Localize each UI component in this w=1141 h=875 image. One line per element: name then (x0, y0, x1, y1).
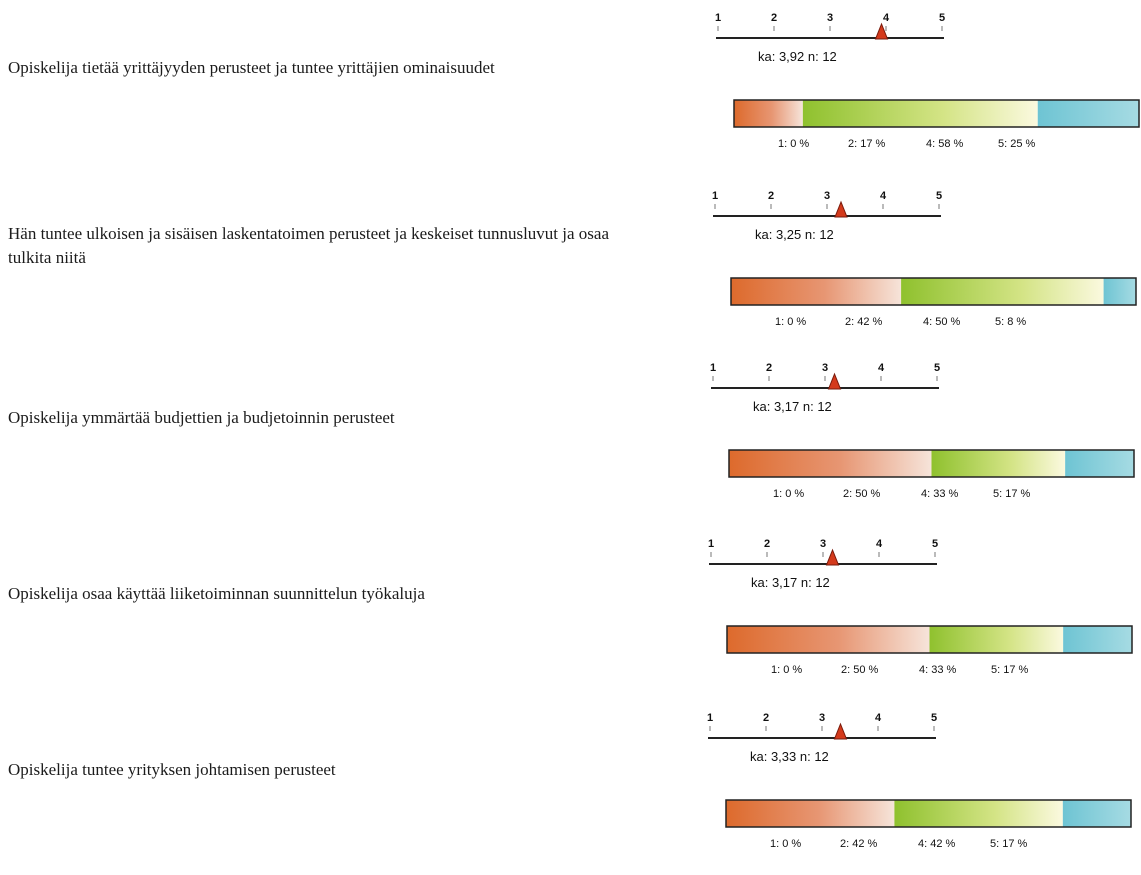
scale-tick-label: 3 (820, 538, 826, 550)
scale-tick-label: 2 (768, 190, 774, 202)
distribution-segment-4 (931, 450, 1066, 477)
scale-tick-label: 3 (824, 190, 830, 202)
segment-label: 4: 33 % (919, 664, 957, 676)
question-chart: 1 2 3 4 5 ka: 3,25 n: 12 1: 0 % 2: 42 % 4: 50 % 5… (712, 190, 1137, 328)
scale-tick-label: 4 (883, 12, 890, 24)
question-chart: 1 2 3 4 5 ka: 3,17 n: 12 1: 0 % 2: 50 % 4: 33 % 5… (708, 538, 1133, 676)
scale-tick-label: 1 (712, 190, 718, 202)
segment-label: 4: 58 % (926, 138, 964, 150)
scale-tick-label: 4 (876, 538, 883, 550)
question-text: Opiskelija tuntee yrityksen johtamisen p… (8, 760, 336, 779)
scale-tick-label: 1 (708, 538, 714, 550)
distribution-bar-frame (728, 449, 1135, 478)
scale-tick-label: 3 (822, 362, 828, 374)
scale-tick-label: 5 (934, 362, 940, 374)
scale-tick-label: 2 (764, 538, 770, 550)
distribution-segment-4 (901, 278, 1104, 305)
distribution-segment-2 (734, 100, 803, 127)
segment-label: 1: 0 % (778, 138, 809, 150)
segment-label: 1: 0 % (773, 488, 804, 500)
segment-label: 5: 8 % (995, 316, 1026, 328)
distribution-segment-5 (1063, 626, 1132, 653)
scale-tick-label: 1 (707, 712, 713, 724)
question-text: Opiskelija ymmärtää budjettien ja budjet… (8, 408, 395, 427)
scale-tick-label: 4 (875, 712, 882, 724)
scale-tick-label: 2 (766, 362, 772, 374)
segment-label: 5: 17 % (991, 664, 1029, 676)
mean-marker (825, 548, 840, 566)
distribution-bar-frame (725, 799, 1132, 828)
segment-label: 5: 25 % (998, 138, 1036, 150)
scale-tick-label: 5 (939, 12, 945, 24)
scale-tick-label: 2 (763, 712, 769, 724)
scale-tick-label: 1 (715, 12, 721, 24)
distribution-segment-5 (1062, 800, 1131, 827)
mean-marker (874, 22, 889, 40)
mean-marker (833, 722, 848, 740)
distribution-bar-frame (733, 99, 1140, 128)
mean-marker (827, 372, 842, 390)
mean-summary: ka: 3,17 n: 12 (751, 575, 830, 590)
question-chart: 1 2 3 4 5 ka: 3,17 n: 12 1: 0 % 2: 50 % 4: 33 % 5… (710, 362, 1135, 500)
distribution-segment-4 (802, 100, 1038, 127)
question-chart: 1 2 3 4 5 ka: 3,33 n: 12 1: 0 % 2: 42 % 4: 42 % 5… (707, 712, 1132, 850)
segment-label: 2: 17 % (848, 138, 886, 150)
scale-tick-label: 3 (819, 712, 825, 724)
segment-label: 2: 42 % (845, 316, 883, 328)
segment-label: 1: 0 % (770, 838, 801, 850)
distribution-segment-4 (894, 800, 1063, 827)
scale-tick-label: 2 (771, 12, 777, 24)
scale-tick-label: 5 (936, 190, 942, 202)
scale-tick-label: 1 (710, 362, 716, 374)
segment-label: 4: 50 % (923, 316, 961, 328)
mean-summary: ka: 3,92 n: 12 (758, 49, 837, 64)
distribution-bar-frame (726, 625, 1133, 654)
distribution-segment-5 (1065, 450, 1134, 477)
scale-tick-label: 3 (827, 12, 833, 24)
segment-label: 1: 0 % (771, 664, 802, 676)
mean-summary: ka: 3,33 n: 12 (750, 749, 829, 764)
scale-tick-label: 5 (931, 712, 937, 724)
segment-label: 2: 42 % (840, 838, 878, 850)
distribution-segment-4 (929, 626, 1064, 653)
distribution-segment-2 (729, 450, 932, 477)
distribution-segment-2 (726, 800, 895, 827)
segment-label: 5: 17 % (993, 488, 1031, 500)
scale-tick-label: 4 (880, 190, 887, 202)
question-text: Hän tuntee ulkoisen ja sisäisen laskenta… (8, 224, 609, 267)
distribution-segment-5 (1037, 100, 1139, 127)
segment-label: 2: 50 % (843, 488, 881, 500)
segment-label: 4: 42 % (918, 838, 956, 850)
segment-label: 4: 33 % (921, 488, 959, 500)
mean-summary: ka: 3,17 n: 12 (753, 399, 832, 414)
scale-tick-label: 4 (878, 362, 885, 374)
question-chart: 1 2 3 4 5 ka: 3,92 n: 12 1: 0 % 2: 17 % 4: 58 % 5… (715, 12, 1140, 150)
question-text: Opiskelija osaa käyttää liiketoiminnan s… (8, 584, 425, 603)
segment-label: 1: 0 % (775, 316, 806, 328)
distribution-segment-2 (727, 626, 930, 653)
segment-label: 5: 17 % (990, 838, 1028, 850)
distribution-segment-5 (1103, 278, 1136, 305)
distribution-bar-frame (730, 277, 1137, 306)
scale-tick-label: 5 (932, 538, 938, 550)
question-text: Opiskelija tietää yrittäjyyden perusteet… (8, 58, 495, 77)
mean-marker (834, 200, 848, 218)
mean-summary: ka: 3,25 n: 12 (755, 227, 834, 242)
distribution-segment-2 (731, 278, 902, 305)
segment-label: 2: 50 % (841, 664, 879, 676)
